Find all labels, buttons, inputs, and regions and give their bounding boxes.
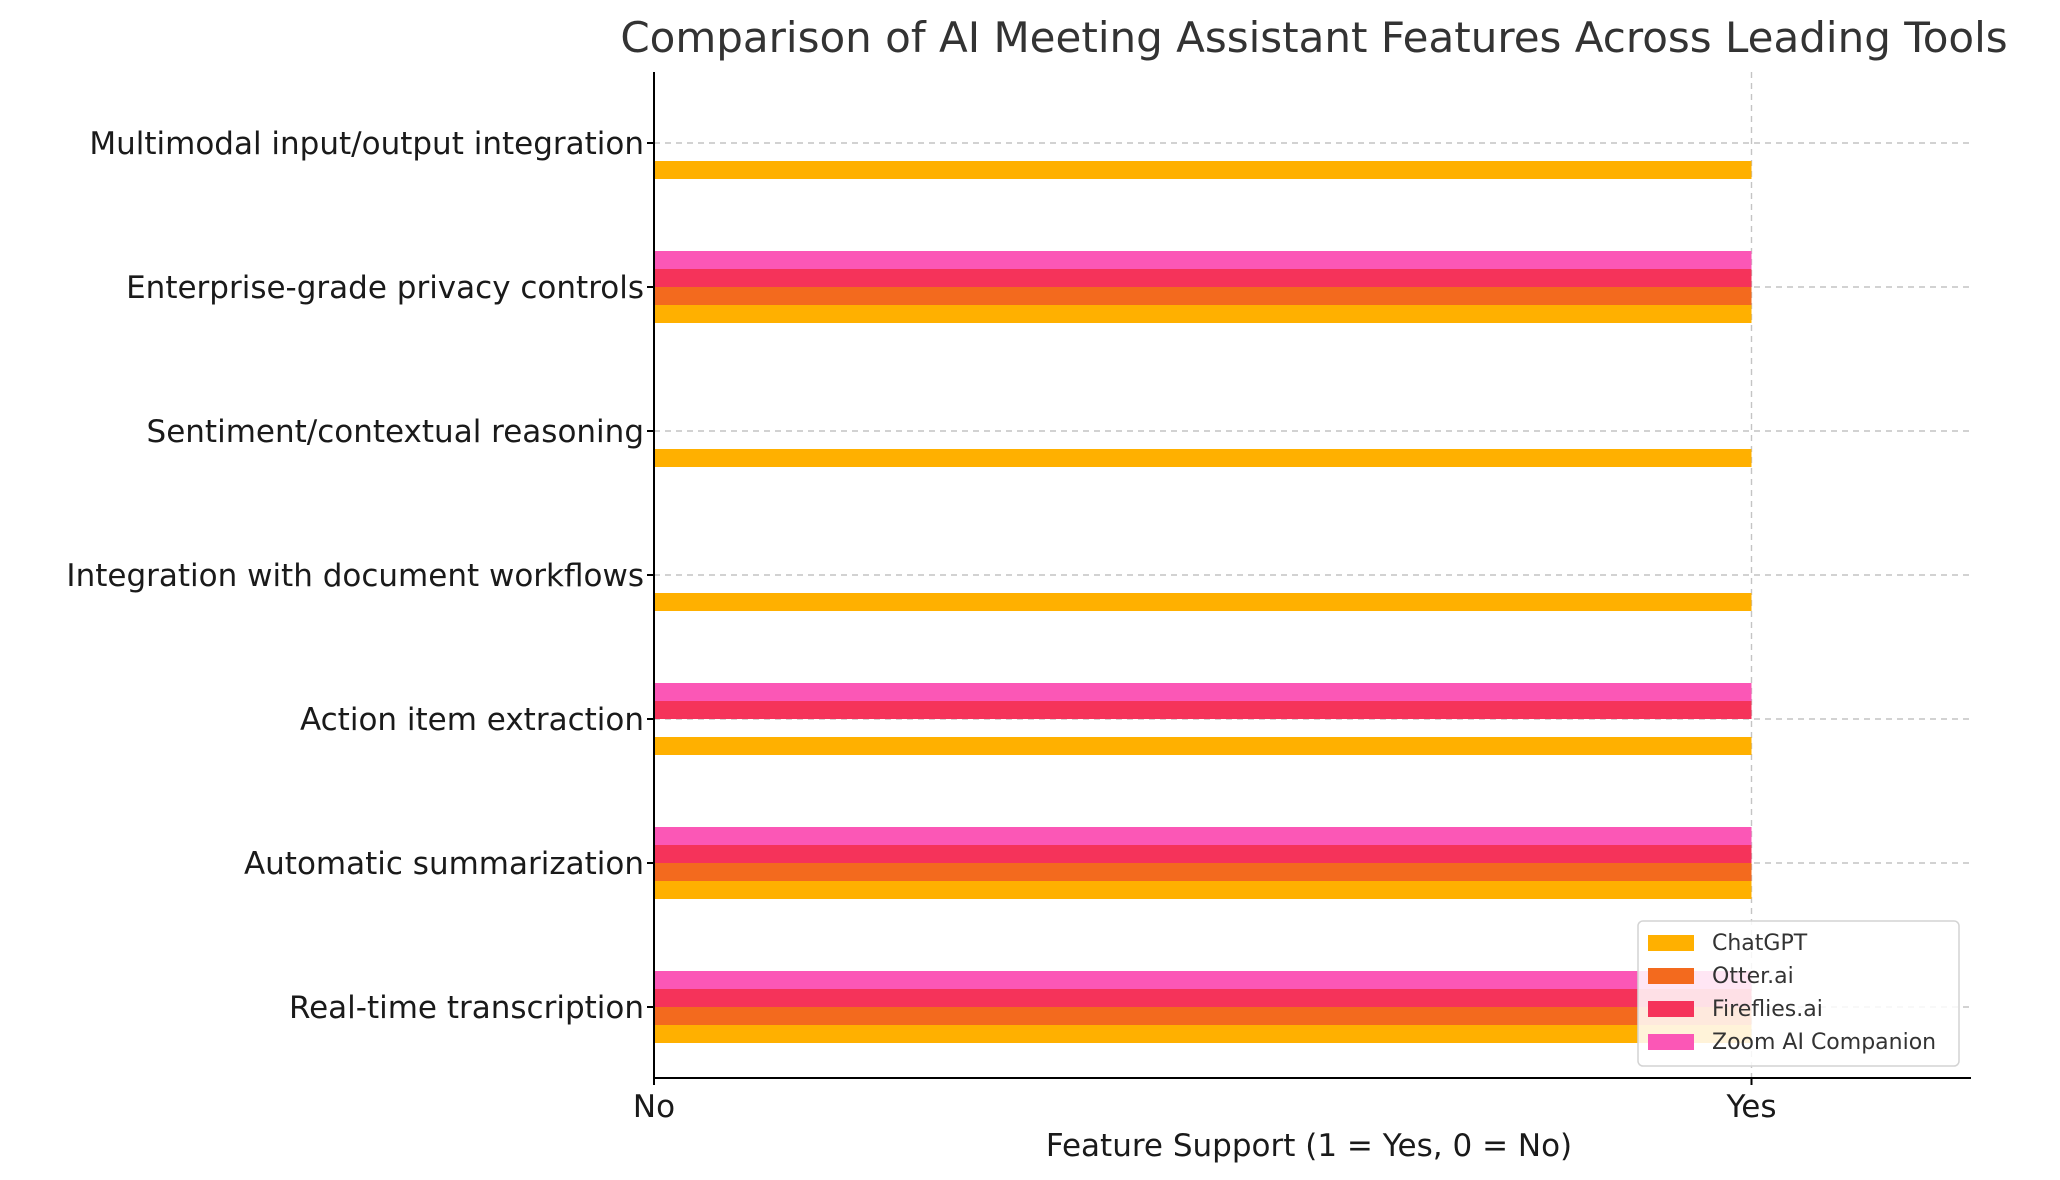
- legend-label: Otter.ai: [1712, 964, 1794, 989]
- bar: [654, 971, 1752, 989]
- category-label: Real-time transcription: [289, 990, 644, 1026]
- bar: [654, 701, 1752, 719]
- category-label: Multimodal input/output integration: [89, 126, 644, 162]
- legend: ChatGPT Otter.ai Fireflies.ai Zoom AI Compa…: [1637, 920, 1960, 1067]
- legend-swatch: [1648, 935, 1694, 951]
- bars: [654, 161, 1752, 1043]
- legend-swatch: [1648, 968, 1694, 984]
- bar: [654, 683, 1752, 701]
- category-label: Action item extraction: [300, 702, 644, 738]
- bar: [654, 845, 1752, 863]
- x-axis-title: Feature Support (1 = Yes, 0 = No): [1046, 1128, 1572, 1164]
- legend-label: Zoom AI Companion: [1712, 1030, 1936, 1055]
- legend-label: Fireflies.ai: [1712, 997, 1823, 1022]
- bar: [654, 251, 1752, 269]
- chart-title: Comparison of AI Meeting Assistant Featu…: [620, 13, 2007, 62]
- category-labels: Real-time transcription Automatic summari…: [66, 126, 644, 1026]
- category-label: Integration with document workflows: [66, 558, 644, 594]
- bar: [654, 863, 1752, 881]
- bar: [654, 593, 1752, 611]
- bar: [654, 305, 1752, 323]
- axes: No Yes: [633, 72, 1971, 1125]
- legend-swatch: [1648, 1034, 1694, 1050]
- bar: [654, 449, 1752, 467]
- legend-swatch: [1648, 1001, 1694, 1017]
- bar: [654, 269, 1752, 287]
- bar: [654, 737, 1752, 755]
- bar: [654, 1025, 1752, 1043]
- bar: [654, 287, 1752, 305]
- category-label: Sentiment/contextual reasoning: [147, 414, 644, 450]
- x-tick-label: No: [633, 1089, 675, 1125]
- category-label: Enterprise-grade privacy controls: [126, 270, 644, 306]
- bar: [654, 161, 1752, 179]
- bar: [654, 881, 1752, 899]
- legend-label: ChatGPT: [1712, 931, 1808, 956]
- bar: [654, 989, 1752, 1007]
- bar: [654, 1007, 1752, 1025]
- bar: [654, 827, 1752, 845]
- legend-box: [1637, 920, 1960, 1067]
- category-label: Automatic summarization: [244, 846, 644, 882]
- grid-lines: [654, 72, 1971, 1078]
- x-tick-label: Yes: [1725, 1089, 1776, 1125]
